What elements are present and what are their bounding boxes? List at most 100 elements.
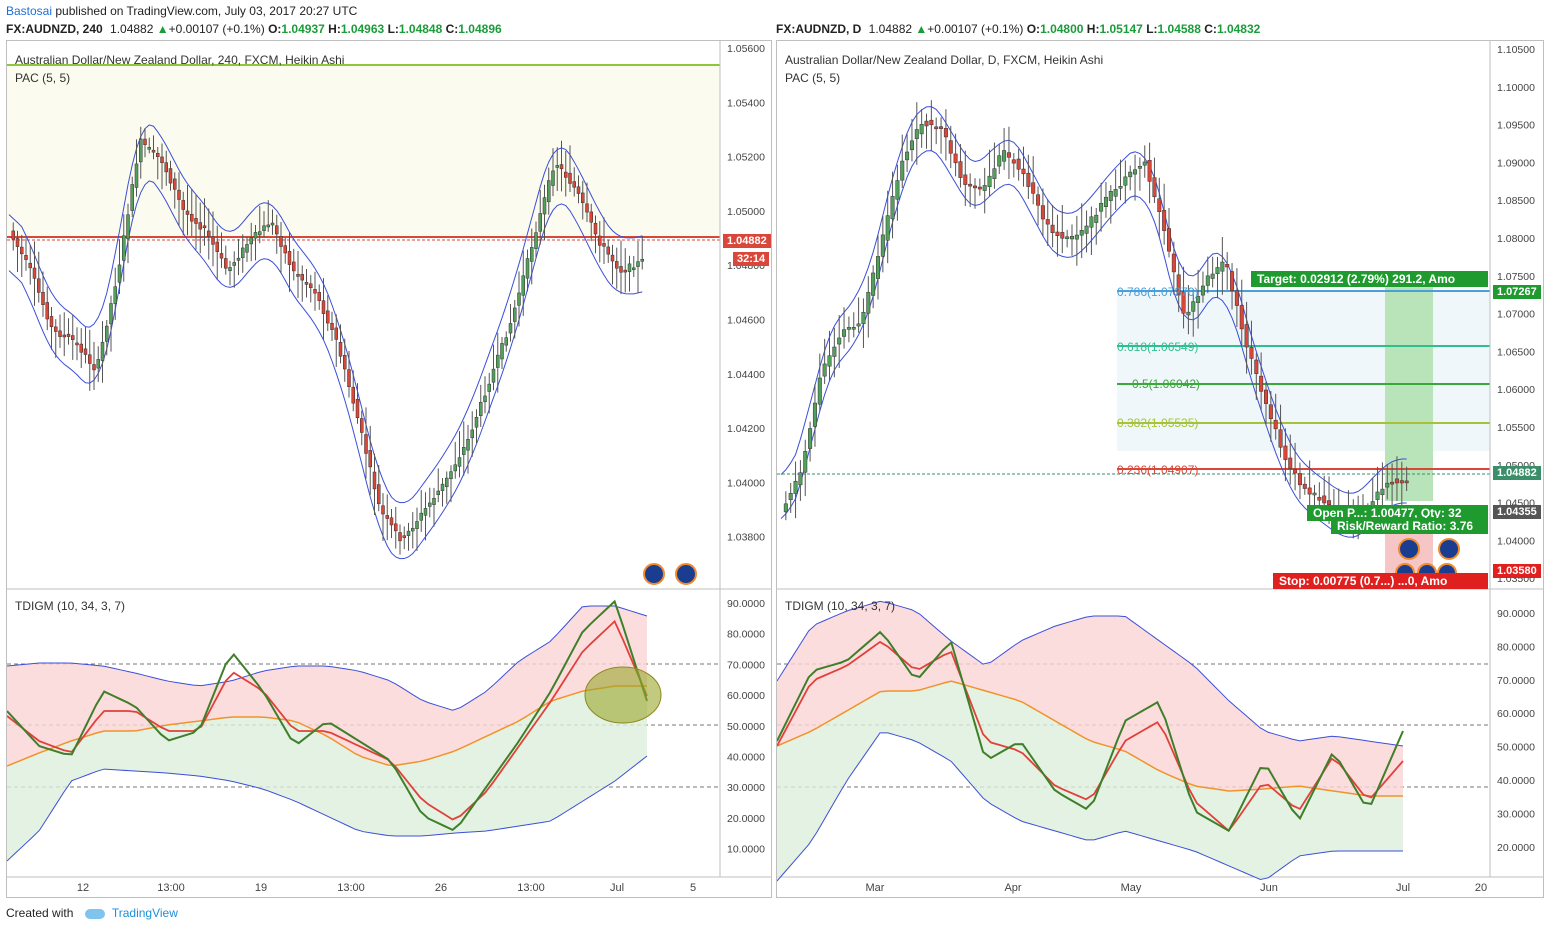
left-time-tag: 32:14 bbox=[733, 252, 770, 266]
candle-body bbox=[1123, 176, 1128, 186]
candle-body bbox=[924, 120, 929, 127]
candle-body bbox=[1322, 495, 1327, 504]
left-symbol[interactable]: FX:AUDNZD, 240 bbox=[6, 22, 103, 36]
right-tdigm-label: TDIGM (10, 34, 3, 7) bbox=[785, 599, 896, 613]
candle-body bbox=[1239, 305, 1244, 330]
candle-body bbox=[79, 343, 83, 353]
candle-body bbox=[538, 213, 542, 232]
candle-body bbox=[224, 258, 228, 269]
fib-label-0786: 0.786(1.07270) bbox=[1117, 285, 1199, 299]
time-tick-label: May bbox=[1121, 882, 1142, 894]
candle-body bbox=[258, 231, 262, 236]
close-label: C: bbox=[1204, 22, 1217, 36]
time-tick-label: 19 bbox=[255, 882, 267, 894]
left-price-tag: 1.04882 bbox=[723, 234, 771, 248]
left-chart-canvas[interactable]: 1.056001.054001.052001.050001.048001.046… bbox=[7, 41, 771, 897]
left-candles bbox=[11, 126, 644, 555]
right-symbol[interactable]: FX:AUDNZD, D bbox=[776, 22, 862, 36]
candle-body bbox=[219, 253, 224, 259]
candle-body bbox=[1084, 225, 1089, 234]
candle-body bbox=[1040, 205, 1045, 220]
target-label[interactable]: Target: 0.02912 (2.79%) 291.2, Amo bbox=[1251, 271, 1488, 287]
candle-body bbox=[432, 498, 436, 505]
created-with-label: Created with bbox=[6, 906, 74, 920]
left-chart-panel[interactable]: 1.05600 1.05400 1.05200 1.05000 1.04800 1.046… bbox=[6, 40, 772, 898]
candle-body bbox=[436, 490, 440, 495]
price-tick-label: 1.10000 bbox=[1497, 82, 1535, 94]
low-label: L: bbox=[1146, 22, 1158, 36]
australia-flag-icon[interactable] bbox=[675, 563, 697, 585]
fib-label-05: 0.5(1.06042) bbox=[1132, 377, 1201, 391]
right-symbol-line: FX:AUDNZD, D 1.04882 ▲+0.00107 (+0.1%) O… bbox=[776, 22, 1260, 36]
candle-body bbox=[1283, 445, 1288, 460]
right-chart-panel[interactable]: 1.10500 1.10000 1.09500 1.09000 1.08500 1.080… bbox=[776, 40, 1544, 898]
candle-body bbox=[164, 162, 168, 173]
candle-body bbox=[1016, 158, 1021, 170]
osc-lower-band bbox=[7, 755, 648, 862]
candle-body bbox=[45, 302, 49, 320]
open-position-label[interactable]: Open P...: 1.00477, Qty: 32 bbox=[1307, 505, 1488, 521]
candle-body bbox=[521, 275, 525, 296]
candle-body bbox=[788, 493, 793, 501]
price-tick-label: 1.04200 bbox=[727, 423, 765, 435]
right-chart-canvas[interactable]: 1.10500 1.10000 1.09500 1.09000 1.08500 1.080… bbox=[777, 41, 1543, 897]
candle-body bbox=[1137, 166, 1142, 169]
price-tick-label: 1.07000 bbox=[1497, 309, 1535, 321]
australia-flag-icon[interactable] bbox=[643, 563, 665, 585]
candle-body bbox=[1244, 324, 1249, 348]
candle-body bbox=[636, 261, 640, 267]
candle-body bbox=[466, 439, 470, 451]
fib-label-0382: 0.382(1.05535) bbox=[1117, 416, 1199, 430]
right-time-axis[interactable]: Mar Apr May Jun Jul 20 bbox=[866, 882, 1488, 894]
left-symbol-line: FX:AUDNZD, 240 1.04882 ▲+0.00107 (+0.1%)… bbox=[6, 22, 502, 36]
candle-body bbox=[283, 245, 287, 254]
price-tick-label: 1.05500 bbox=[1497, 422, 1535, 434]
candle-body bbox=[1327, 500, 1332, 505]
left-osc-axis[interactable]: 90.0000 80.0000 70.0000 60.0000 50.0000 40.00… bbox=[727, 598, 765, 856]
candle-body bbox=[547, 180, 551, 203]
stop-label[interactable]: Stop: 0.00775 (0.7...) ...0, Amo bbox=[1273, 573, 1488, 589]
candle-body bbox=[525, 258, 530, 279]
candle-body bbox=[564, 171, 568, 178]
tradingview-link[interactable]: TradingView bbox=[111, 906, 178, 920]
osc-tick-label: 20.0000 bbox=[727, 813, 765, 825]
candle-body bbox=[181, 200, 185, 210]
right-fib-lines bbox=[1117, 290, 1490, 470]
candle-body bbox=[215, 241, 219, 252]
candle-body bbox=[338, 341, 343, 357]
left-last-price: 1.04882 bbox=[110, 22, 154, 36]
candle-body bbox=[457, 457, 462, 467]
osc-tick-label: 60.0000 bbox=[727, 690, 765, 702]
candle-body bbox=[292, 261, 296, 272]
candle-body bbox=[1113, 189, 1118, 197]
candle-body bbox=[334, 327, 338, 340]
candle-body bbox=[194, 218, 198, 224]
candle-body bbox=[1162, 210, 1167, 231]
candle-body bbox=[1036, 194, 1041, 206]
candle-body bbox=[943, 128, 948, 138]
right-chart-title: Australian Dollar/New Zealand Dollar, D,… bbox=[785, 53, 1104, 67]
candle-body bbox=[1200, 285, 1205, 296]
candle-body bbox=[300, 274, 304, 281]
candle-body bbox=[232, 262, 236, 266]
candle-body bbox=[871, 272, 876, 296]
osc-upper-fill bbox=[7, 606, 647, 766]
australia-flag-icon[interactable] bbox=[1438, 538, 1460, 560]
left-highlight-ellipse bbox=[584, 666, 662, 724]
left-time-axis[interactable]: 12 13:00 19 13:00 26 13:00 Jul 5 bbox=[77, 882, 696, 894]
right-osc-axis[interactable]: 90.0000 80.0000 70.0000 60.0000 50.0000 40.00… bbox=[1497, 608, 1535, 854]
candle-body bbox=[1259, 375, 1264, 392]
candle-body bbox=[453, 464, 457, 472]
australia-flag-icon[interactable] bbox=[1398, 538, 1420, 560]
candle-body bbox=[449, 471, 453, 480]
candle-body bbox=[606, 246, 610, 255]
author-link[interactable]: Bastosai bbox=[6, 4, 53, 18]
candle-body bbox=[909, 140, 914, 151]
candle-body bbox=[406, 530, 411, 536]
candle-body bbox=[798, 472, 803, 486]
candle-body bbox=[423, 508, 428, 516]
left-price-axis[interactable]: 1.056001.054001.052001.050001.048001.046… bbox=[727, 43, 765, 544]
candle-body bbox=[411, 527, 415, 532]
candle-body bbox=[262, 225, 266, 232]
candle-body bbox=[572, 181, 576, 188]
